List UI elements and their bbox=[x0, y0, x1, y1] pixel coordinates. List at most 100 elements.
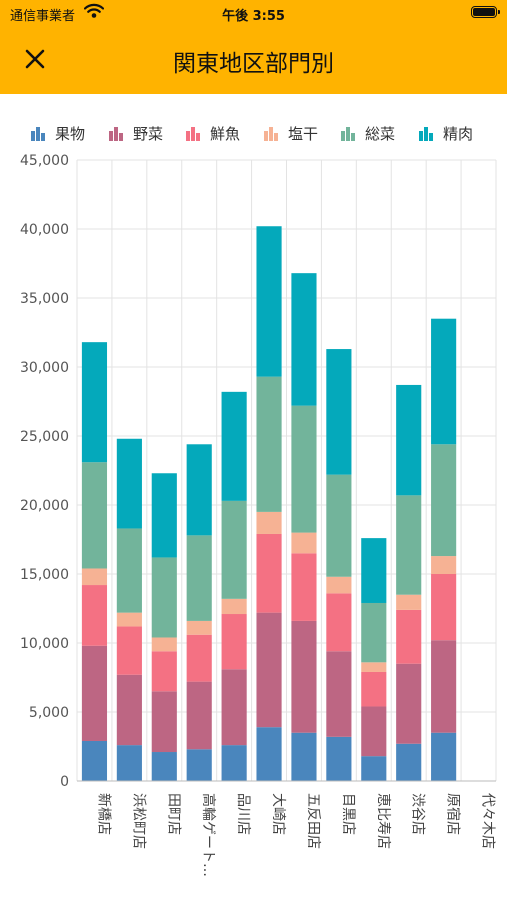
x-tick-label: 五反田店 bbox=[305, 793, 321, 849]
bar-segment bbox=[396, 594, 422, 610]
x-tick-label: 原宿店 bbox=[445, 793, 462, 835]
x-tick-label: 目黒店 bbox=[340, 793, 356, 835]
bar-segment bbox=[116, 528, 142, 613]
bar-segment bbox=[151, 691, 177, 753]
legend-item: 総菜 bbox=[340, 120, 395, 146]
y-tick-label: 5,000 bbox=[29, 705, 69, 721]
bar-segment bbox=[396, 609, 422, 664]
legend-label: 精肉 bbox=[443, 124, 474, 143]
x-tick-label: 渋谷店 bbox=[410, 793, 426, 835]
bar-segment bbox=[361, 662, 387, 672]
bar-segment bbox=[256, 727, 282, 781]
bar-segment bbox=[221, 745, 247, 781]
bar-segment bbox=[81, 342, 108, 463]
bar-segment bbox=[431, 640, 457, 733]
legend-item: 精肉 bbox=[418, 120, 473, 146]
bar-segment bbox=[221, 391, 247, 501]
legend-label: 果物 bbox=[55, 124, 86, 143]
bar-segment bbox=[256, 612, 282, 728]
bar-chart-icon bbox=[264, 127, 278, 141]
bar-chart-icon bbox=[341, 127, 355, 141]
legend-label: 総菜 bbox=[365, 124, 396, 143]
wifi-icon bbox=[84, 3, 104, 18]
bar-chart-icon bbox=[419, 127, 433, 141]
page-title: 関東地区部門別 bbox=[173, 51, 334, 77]
bar-segment bbox=[186, 681, 212, 750]
bar-segment bbox=[256, 533, 282, 613]
bar-chart-icon bbox=[31, 127, 45, 141]
bar-segment bbox=[291, 732, 317, 781]
bar-segment bbox=[186, 444, 212, 536]
y-tick-label: 15,000 bbox=[20, 567, 69, 583]
status-bar: 通信事業者 午後 3:55 bbox=[0, 0, 507, 28]
x-tick-label: 浜松町店 bbox=[130, 793, 146, 849]
bar-segment bbox=[291, 273, 317, 406]
chart-legend: 果物 野菜 鮮魚 塩干 総菜 精肉 bbox=[0, 120, 507, 146]
bar-segment bbox=[396, 663, 422, 744]
bar-chart-icon bbox=[186, 127, 200, 141]
x-tick-label: 高輪ゲート… bbox=[200, 793, 217, 877]
bar-segment bbox=[81, 645, 108, 741]
bar-segment bbox=[186, 535, 212, 621]
bar-segment bbox=[396, 743, 422, 781]
legend-item: 鮮魚 bbox=[185, 120, 240, 146]
legend-item: 果物 bbox=[30, 120, 85, 146]
bar-segment bbox=[256, 226, 282, 377]
bar-segment bbox=[361, 538, 387, 603]
legend-item: 野菜 bbox=[108, 120, 163, 146]
bar-segment bbox=[221, 598, 247, 615]
y-tick-label: 25,000 bbox=[20, 429, 69, 445]
x-tick-label: 大崎店 bbox=[270, 793, 286, 835]
x-tick-label: 品川店 bbox=[235, 793, 251, 835]
bar-segment bbox=[221, 669, 247, 746]
legend-label: 鮮魚 bbox=[210, 124, 241, 143]
close-button[interactable] bbox=[20, 44, 50, 74]
x-tick-label: 田町店 bbox=[165, 793, 181, 835]
y-tick-label: 0 bbox=[60, 774, 69, 790]
bar-segment bbox=[221, 614, 247, 670]
y-tick-label: 40,000 bbox=[20, 222, 69, 238]
bar-segment bbox=[326, 576, 352, 594]
bar-segment bbox=[396, 495, 422, 595]
bar-segment bbox=[186, 620, 212, 635]
bar-segment bbox=[151, 557, 177, 638]
bar-segment bbox=[431, 318, 457, 445]
bar-segment bbox=[291, 553, 317, 621]
bar-segment bbox=[256, 376, 282, 512]
battery-icon bbox=[471, 6, 500, 18]
bar-segment bbox=[116, 674, 142, 746]
bar-segment bbox=[326, 736, 352, 781]
bar-segment bbox=[151, 473, 177, 558]
y-tick-label: 35,000 bbox=[20, 291, 69, 307]
bar-segment bbox=[81, 462, 108, 569]
bar-segment bbox=[256, 511, 282, 534]
bar-segment bbox=[186, 634, 212, 682]
y-tick-label: 20,000 bbox=[20, 498, 69, 514]
bar-segment bbox=[326, 349, 352, 475]
bar-segment bbox=[396, 384, 422, 496]
bar-segment bbox=[431, 574, 457, 641]
bar-segment bbox=[151, 651, 177, 692]
bar-segment bbox=[116, 626, 142, 675]
y-tick-label: 30,000 bbox=[20, 360, 69, 376]
header-bar: 通信事業者 午後 3:55 関東地区部門別 bbox=[0, 0, 507, 94]
close-icon bbox=[25, 49, 45, 69]
bar-segment bbox=[431, 556, 457, 574]
bar-segment bbox=[361, 671, 387, 707]
bar-segment bbox=[326, 593, 352, 652]
bar-chart-icon bbox=[109, 127, 123, 141]
legend-label: 塩干 bbox=[288, 124, 319, 143]
bar-segment bbox=[361, 602, 387, 663]
y-tick-label: 10,000 bbox=[20, 636, 69, 652]
bar-segment bbox=[81, 568, 108, 586]
bar-segment bbox=[151, 637, 177, 652]
x-tick-label: 恵比寿店 bbox=[375, 793, 392, 849]
stacked-bar-chart: 0 5,000 10,000 15,000 20,000 25,000 30,000 35,0… bbox=[20, 153, 497, 877]
legend-label: 野菜 bbox=[133, 124, 164, 143]
bar-segment bbox=[431, 732, 457, 781]
bar-segment bbox=[116, 612, 142, 627]
bar-segment bbox=[186, 749, 212, 781]
bar-segment bbox=[361, 706, 387, 757]
bar-segment bbox=[116, 745, 142, 781]
bar-segment bbox=[291, 620, 317, 733]
